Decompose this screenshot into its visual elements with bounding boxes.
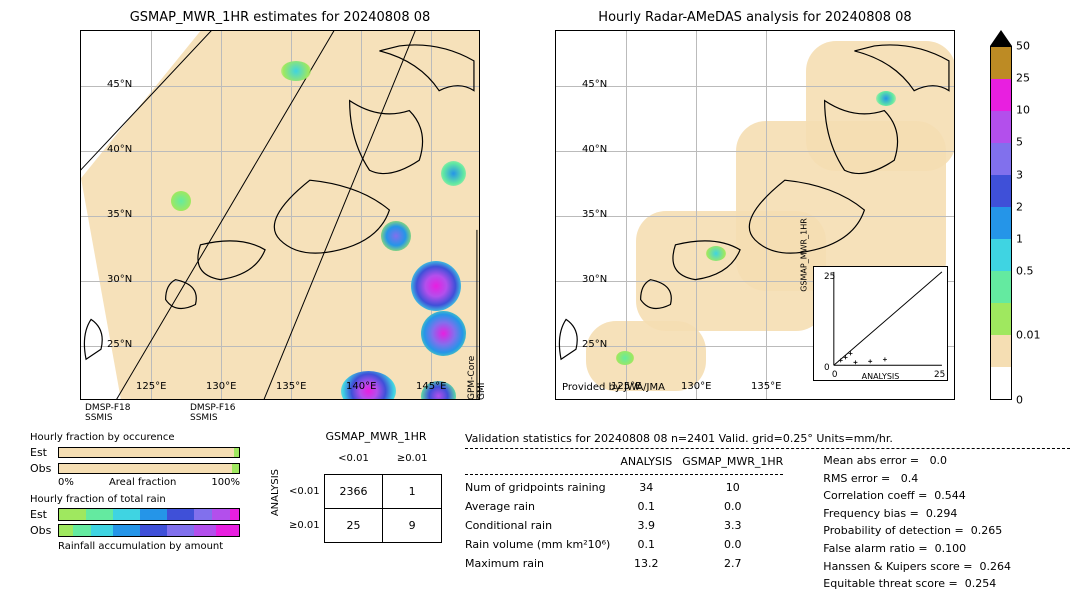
- row-label: Obs: [30, 524, 52, 537]
- lat-tick: 35°N: [582, 209, 607, 220]
- lon-tick: 140°E: [346, 381, 376, 392]
- lat-tick: 40°N: [582, 144, 607, 155]
- lat-tick: 30°N: [582, 274, 607, 285]
- ct-cell: 2366: [324, 475, 383, 509]
- contingency-panel: GSMAP_MWR_1HR ANALYSIS <0.01 ≥0.01 <0.01…: [270, 430, 442, 543]
- lon-tick: 145°E: [416, 381, 446, 392]
- validation-panel: Validation statistics for 20240808 08 n=…: [465, 432, 1070, 593]
- lat-tick: 40°N: [107, 144, 132, 155]
- lat-tick: 30°N: [107, 274, 132, 285]
- stat-label: Rain volume (mm km²10⁶): [465, 535, 620, 554]
- obs-occur-bar: [58, 463, 240, 474]
- inset-ylabel: GSMAP_MWR_1HR: [800, 218, 809, 292]
- lat-tick: 45°N: [107, 79, 132, 90]
- validation-table: ANALYSIS GSMAP_MWR_1HR Num of gridpoints…: [465, 452, 793, 573]
- satellite-label: DMSP-F16SSMIS: [190, 404, 236, 424]
- ct-row-header: ANALYSIS: [270, 469, 281, 516]
- stat-a: 3.9: [620, 516, 682, 535]
- obs-totalrain-bar: [58, 524, 240, 537]
- ct-cell: 25: [324, 509, 383, 543]
- ct-row-ge: ≥0.01: [285, 509, 324, 543]
- stat-a: 34: [620, 478, 682, 497]
- left-map: 45°N 40°N 35°N 30°N 25°N 125°E 130°E 135…: [80, 30, 480, 400]
- stat-b: 3.3: [682, 516, 793, 535]
- ct-row-lt: <0.01: [285, 475, 324, 509]
- occurrence-panel: Hourly fraction by occurence Est Obs 0% …: [30, 432, 240, 552]
- svg-text:25: 25: [824, 272, 835, 282]
- coastline: [81, 31, 479, 399]
- stat-a: 0.1: [620, 497, 682, 516]
- lon-tick: 130°E: [681, 381, 711, 392]
- stat-b: 2.7: [682, 554, 793, 573]
- rainfall-accum-label: Rainfall accumulation by amount: [58, 541, 240, 552]
- row-label: Est: [30, 508, 52, 521]
- ct-cell: 9: [383, 509, 442, 543]
- ct-col-ge: ≥0.01: [383, 443, 442, 475]
- colorbar: 50 25 10 5 3 2 1 0.5 0.01 0: [990, 30, 1012, 400]
- stat-b: 0.0: [682, 497, 793, 516]
- axis-mid: Areal fraction: [109, 477, 176, 488]
- contingency-table: <0.01 ≥0.01 <0.01 2366 1 ≥0.01 25 9: [285, 443, 442, 543]
- cbar-tick: 2: [1016, 201, 1023, 214]
- lat-tick: 45°N: [582, 79, 607, 90]
- lat-tick: 25°N: [107, 339, 132, 350]
- occurrence-title: Hourly fraction by occurence: [30, 432, 240, 443]
- satellite-label: GPM-CoreGMI: [468, 356, 488, 400]
- lon-tick: 135°E: [276, 381, 306, 392]
- cbar-tick: 10: [1016, 104, 1030, 117]
- right-map: 45°N 40°N 35°N 30°N 25°N 125°E 130°E 135…: [555, 30, 955, 400]
- axis-left: 0%: [58, 477, 74, 488]
- cbar-tick: 0.01: [1016, 329, 1041, 342]
- axis-right: 100%: [211, 477, 240, 488]
- stat-b: 0.0: [682, 535, 793, 554]
- provided-by: Provided by JWA/JMA: [562, 382, 665, 393]
- cbar-tick: 50: [1016, 40, 1030, 53]
- row-label: Est: [30, 446, 52, 459]
- stat-label: Num of gridpoints raining: [465, 478, 620, 497]
- lat-tick: 25°N: [582, 339, 607, 350]
- cbar-tick: 1: [1016, 233, 1023, 246]
- lon-tick: 125°E: [136, 381, 166, 392]
- ct-col-lt: <0.01: [324, 443, 383, 475]
- col-header: ANALYSIS: [620, 452, 682, 471]
- lat-tick: 35°N: [107, 209, 132, 220]
- row-label: Obs: [30, 462, 52, 475]
- stat-b: 10: [682, 478, 793, 497]
- ct-cell: 1: [383, 475, 442, 509]
- cbar-tick: 25: [1016, 72, 1030, 85]
- col-header: GSMAP_MWR_1HR: [682, 452, 793, 471]
- satellite-label: DMSP-F18SSMIS: [85, 404, 131, 424]
- cbar-tick: 3: [1016, 169, 1023, 182]
- inset-xlabel: ANALYSIS: [814, 372, 947, 381]
- lon-tick: 135°E: [751, 381, 781, 392]
- cbar-tick: 0: [1016, 394, 1023, 407]
- scatter-inset: 0 25 25 0 GSMAP_MWR_1HR ANALYSIS: [813, 266, 948, 381]
- validation-kv: Mean abs error = 0.0 RMS error = 0.4 Cor…: [823, 452, 1011, 593]
- stat-label: Conditional rain: [465, 516, 620, 535]
- colorbar-over-arrow: [990, 30, 1012, 46]
- cbar-tick: 5: [1016, 136, 1023, 149]
- est-occur-bar: [58, 447, 240, 458]
- cbar-tick: 0.5: [1016, 265, 1034, 278]
- stat-a: 0.1: [620, 535, 682, 554]
- est-totalrain-bar: [58, 508, 240, 521]
- validation-title: Validation statistics for 20240808 08 n=…: [465, 432, 1070, 445]
- lon-tick: 130°E: [206, 381, 236, 392]
- stat-label: Average rain: [465, 497, 620, 516]
- right-map-title: Hourly Radar-AMeDAS analysis for 2024080…: [555, 10, 955, 25]
- stat-a: 13.2: [620, 554, 682, 573]
- ct-col-header: GSMAP_MWR_1HR: [310, 430, 442, 443]
- totalrain-title: Hourly fraction of total rain: [30, 494, 240, 505]
- stat-label: Maximum rain: [465, 554, 620, 573]
- left-map-title: GSMAP_MWR_1HR estimates for 20240808 08: [80, 10, 480, 25]
